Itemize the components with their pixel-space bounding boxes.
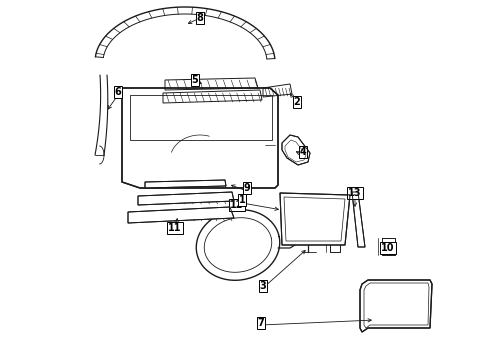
- Text: 1: 1: [239, 195, 245, 205]
- Text: 8: 8: [196, 13, 203, 23]
- Text: 7: 7: [258, 318, 265, 328]
- Text: 3: 3: [260, 281, 267, 291]
- Text: 4: 4: [299, 147, 306, 157]
- Polygon shape: [360, 280, 432, 332]
- Text: 6: 6: [115, 87, 122, 97]
- Text: 10: 10: [381, 243, 395, 253]
- Polygon shape: [128, 207, 234, 223]
- Polygon shape: [145, 180, 226, 188]
- Polygon shape: [282, 135, 310, 165]
- Polygon shape: [138, 192, 234, 205]
- Text: 13: 13: [348, 188, 362, 198]
- Text: 12: 12: [230, 200, 244, 210]
- Text: 2: 2: [294, 97, 300, 107]
- Text: 5: 5: [192, 75, 198, 85]
- Polygon shape: [352, 192, 365, 247]
- Text: 9: 9: [244, 183, 250, 193]
- Polygon shape: [122, 88, 278, 188]
- Text: 11: 11: [168, 223, 182, 233]
- Polygon shape: [280, 193, 350, 245]
